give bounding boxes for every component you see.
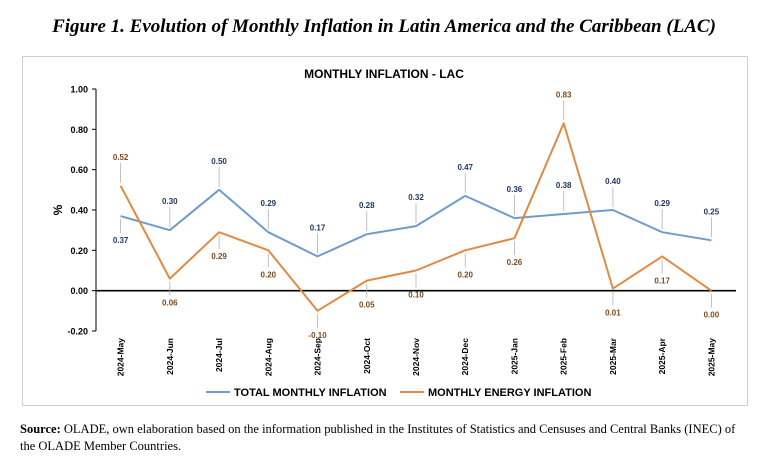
y-tick-label: 0.20	[70, 246, 88, 256]
data-label: 0.29	[261, 199, 277, 208]
data-label: 0.40	[605, 177, 621, 186]
y-tick-label: -0.20	[67, 327, 88, 337]
data-label: 0.29	[654, 199, 670, 208]
data-label: 0.17	[654, 276, 670, 285]
series-line-energy	[119, 122, 712, 312]
data-label: 0.01	[605, 309, 621, 318]
figure-title: Figure 1. Evolution of Monthly Inflation…	[52, 16, 716, 37]
x-tick-label: 2025-Mar	[608, 337, 618, 375]
data-label: 0.36	[507, 185, 523, 194]
x-tick-label: 2024-Oct	[362, 338, 372, 374]
source-label: Source:	[20, 422, 61, 436]
data-label: -0.10	[308, 331, 327, 340]
chart-title: MONTHLY INFLATION - LAC	[304, 67, 464, 81]
data-label: 0.32	[408, 193, 424, 202]
data-label: 0.83	[556, 90, 572, 99]
y-tick-label: 0.00	[70, 286, 88, 296]
x-tick-label: 2024-May	[116, 338, 126, 377]
y-axis-label: %	[51, 204, 65, 215]
inflation-line-chart: MONTHLY INFLATION - LAC 1.00 0.80 0.60 0.40 0…	[51, 67, 736, 399]
data-label: 0.28	[359, 201, 375, 210]
x-tick-label: 2025-May	[706, 338, 716, 377]
source-text: OLADE, own elaboration based on the info…	[20, 422, 736, 453]
data-label: 0.38	[556, 181, 572, 190]
x-tick-label: 2024-Jul	[214, 338, 224, 372]
data-label: 0.25	[704, 207, 720, 216]
x-tick-label: 2024-Nov	[411, 338, 421, 376]
data-label: 0.00	[704, 311, 720, 320]
data-label: 0.20	[457, 270, 473, 279]
data-label: 0.47	[457, 163, 473, 172]
data-label: 0.52	[113, 153, 129, 162]
y-tick-label: 0.40	[70, 206, 88, 216]
source-note: Source: OLADE, own elaboration based on …	[20, 421, 750, 455]
x-tick-label: 2025-Feb	[559, 338, 569, 375]
x-tick-label: 2024-Sep	[313, 338, 323, 375]
x-tick-label: 2024-Dec	[460, 338, 470, 376]
y-tick-label: 1.00	[70, 85, 88, 95]
series-line-total	[120, 188, 712, 258]
data-label: 0.29	[211, 252, 227, 261]
data-label: 0.30	[162, 197, 178, 206]
y-tick-label: 0.60	[70, 165, 88, 175]
data-label: 0.20	[261, 270, 277, 279]
x-tick-label: 2024-Jun	[165, 338, 175, 375]
data-label: 0.06	[162, 299, 178, 308]
legend-label-energy: MONTHLY ENERGY INFLATION	[428, 387, 591, 399]
data-label: 0.17	[310, 223, 326, 232]
data-label: 0.26	[507, 258, 523, 267]
data-label: 0.50	[211, 157, 227, 166]
legend-label-total: TOTAL MONTHLY INFLATION	[234, 387, 387, 399]
data-label: 0.10	[408, 291, 424, 300]
x-tick-label: 2024-Aug	[263, 338, 273, 376]
y-tick-label: 0.80	[70, 125, 88, 135]
data-label: 0.37	[113, 236, 129, 245]
data-label: 0.05	[359, 301, 375, 310]
x-tick-label: 2025-Jan	[509, 338, 519, 374]
x-tick-label: 2025-Apr	[657, 337, 667, 374]
